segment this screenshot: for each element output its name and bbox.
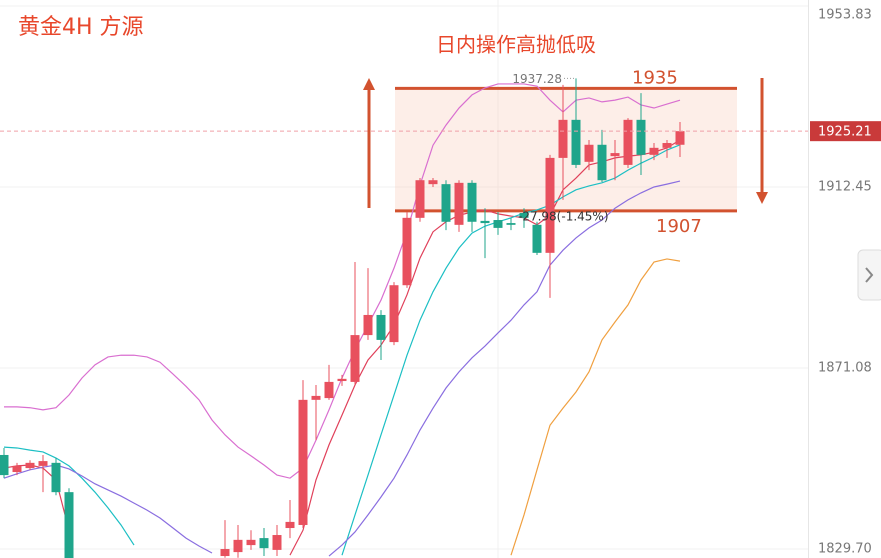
candle-body (51, 462, 61, 493)
candle-body (610, 153, 620, 157)
y-tick-label: 1953.83 (818, 8, 872, 23)
candle-body (649, 147, 659, 155)
candle-body (558, 119, 568, 158)
range-label: -27.98(-1.45%) (518, 210, 609, 224)
candle-body (324, 381, 334, 399)
candle-body (25, 462, 35, 469)
candle-body (506, 223, 516, 225)
chart-subtitle: 日内操作高抛低吸 (436, 33, 596, 57)
candle-body (389, 285, 399, 343)
candle-body (220, 549, 230, 557)
last-price-tag (810, 121, 881, 142)
candle-body (246, 539, 256, 546)
plot-area (0, 77, 808, 558)
candle-body (311, 395, 321, 400)
y-tick-label: 1829.70 (818, 542, 872, 557)
candle-body (493, 220, 503, 228)
candle-body (259, 538, 269, 549)
candle-body (584, 144, 594, 162)
side-tab-bg[interactable] (857, 249, 881, 301)
candle-body (636, 119, 646, 155)
candle-body (519, 213, 529, 218)
chevron[interactable] (865, 267, 874, 283)
candle-body (675, 131, 685, 145)
candle-body (376, 314, 386, 340)
y-axis: 1953.83 1912.45 1871.08 1829.70 1925.21 (810, 8, 881, 557)
candle-body (285, 521, 295, 529)
chart-title: 黄金4H 方源 (18, 15, 144, 40)
candle-body (662, 143, 672, 148)
candle-body (233, 539, 243, 553)
candle-body (337, 378, 347, 382)
y-tick-label: 1871.08 (818, 360, 872, 375)
candle-body (298, 399, 308, 525)
candle-body (467, 182, 477, 222)
candle-body (454, 182, 464, 225)
candle-body (64, 492, 74, 558)
candle-body (597, 144, 607, 181)
indicator-line (510, 258, 681, 556)
candle-body (350, 335, 360, 382)
candle-body (12, 465, 22, 473)
indicator-line (3, 144, 681, 556)
candle-body (38, 461, 48, 466)
candle-body (415, 180, 425, 218)
candle-body (623, 119, 633, 165)
candle-body (363, 314, 373, 336)
candle-body (402, 217, 412, 286)
level-label: 1907 (656, 216, 702, 237)
side-tab[interactable] (857, 249, 881, 301)
candle-body (0, 454, 9, 476)
candle-body (571, 119, 581, 165)
high-marker-label: 1937.28 (512, 72, 562, 86)
candle-body (441, 184, 451, 222)
candle-body (545, 157, 555, 253)
candle-body (480, 220, 490, 224)
grid (0, 5, 808, 550)
y-tick-label: 1912.45 (818, 179, 872, 194)
candle-body (272, 535, 282, 550)
last-price-label: 1925.21 (818, 125, 872, 140)
indicator-line (3, 180, 681, 557)
level-label: 1935 (632, 67, 678, 88)
candle-body (428, 180, 438, 185)
candle-body (532, 224, 542, 253)
